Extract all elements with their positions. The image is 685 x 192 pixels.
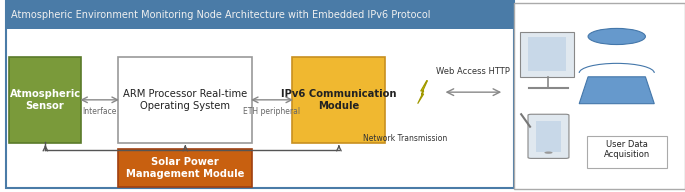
Text: User Data
Acquisition: User Data Acquisition: [604, 140, 650, 160]
Text: Network Transmission: Network Transmission: [363, 134, 447, 143]
FancyBboxPatch shape: [119, 149, 251, 187]
Polygon shape: [580, 77, 654, 104]
Text: ARM Processor Real-time
Operating System: ARM Processor Real-time Operating System: [123, 89, 247, 111]
Text: ETH peripheral: ETH peripheral: [243, 107, 301, 116]
Polygon shape: [418, 81, 427, 104]
FancyBboxPatch shape: [514, 3, 685, 189]
FancyBboxPatch shape: [5, 1, 514, 188]
FancyBboxPatch shape: [587, 136, 667, 168]
FancyBboxPatch shape: [528, 37, 566, 71]
Text: IPv6 Communication
Module: IPv6 Communication Module: [281, 89, 397, 111]
FancyBboxPatch shape: [292, 57, 385, 143]
FancyBboxPatch shape: [521, 32, 574, 77]
Text: Solar Power
Management Module: Solar Power Management Module: [126, 157, 244, 179]
FancyBboxPatch shape: [536, 121, 561, 152]
Text: Interface: Interface: [82, 107, 117, 116]
FancyBboxPatch shape: [9, 57, 81, 143]
Circle shape: [545, 151, 553, 154]
Text: Atmospheric Environment Monitoring Node Architecture with Embedded IPv6 Protocol: Atmospheric Environment Monitoring Node …: [10, 10, 430, 20]
Circle shape: [588, 28, 645, 45]
FancyBboxPatch shape: [528, 114, 569, 158]
FancyBboxPatch shape: [5, 1, 514, 29]
FancyBboxPatch shape: [119, 57, 251, 143]
Text: Web Access HTTP: Web Access HTTP: [436, 67, 510, 75]
Text: Atmospheric
Sensor: Atmospheric Sensor: [10, 89, 81, 111]
